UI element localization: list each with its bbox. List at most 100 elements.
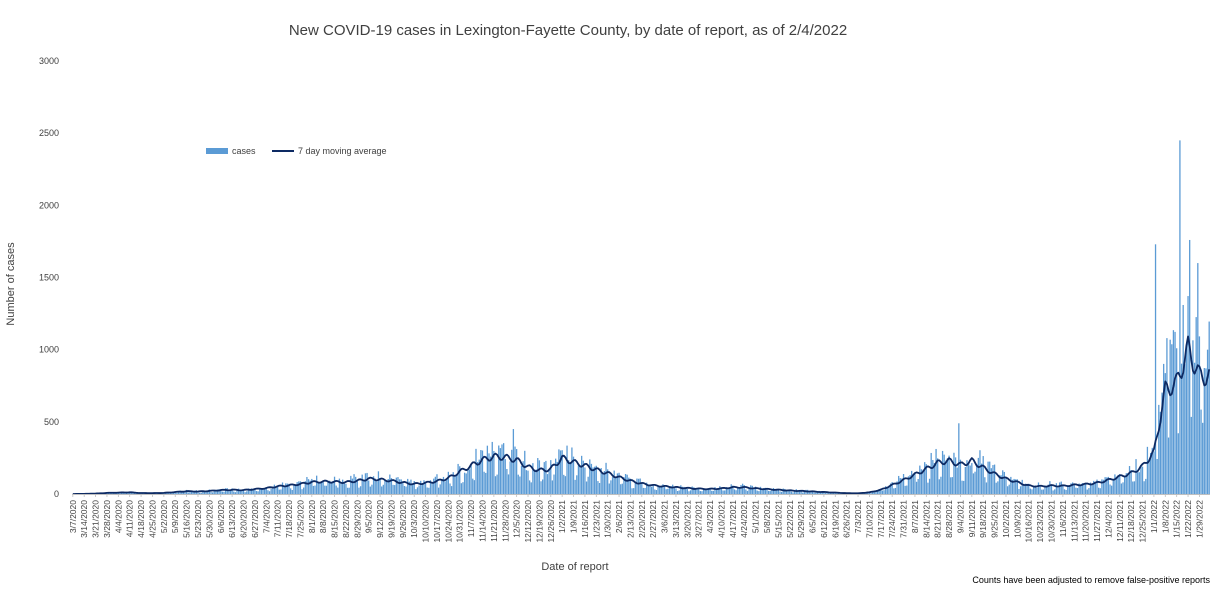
cases-bar — [728, 487, 731, 494]
cases-bar — [852, 493, 854, 494]
cases-bar — [1115, 476, 1118, 494]
cases-bar — [1119, 474, 1121, 494]
cases-bar — [1158, 404, 1160, 494]
cases-bar — [198, 492, 201, 494]
y-axis-label: Number of cases — [5, 242, 17, 326]
cases-bar — [142, 493, 144, 494]
cases-bar — [351, 478, 354, 494]
cases-bar — [244, 492, 246, 494]
cases-bar — [1109, 484, 1111, 494]
cases-bar — [819, 491, 822, 494]
cases-bar — [758, 491, 760, 494]
cases-bar — [465, 473, 467, 494]
cases-bar — [446, 479, 448, 494]
cases-bar — [101, 492, 103, 494]
cases-bar — [730, 484, 732, 494]
cases-bar — [885, 486, 887, 494]
cases-bar — [1127, 473, 1129, 494]
x-tick-label: 3/21/2020 — [91, 500, 101, 538]
cases-bar — [563, 474, 565, 494]
cases-bar — [187, 492, 189, 494]
cases-bar — [550, 460, 552, 494]
cases-bar — [1117, 474, 1119, 494]
cases-bar — [1080, 484, 1082, 494]
cases-bar — [969, 465, 971, 494]
cases-bar — [306, 476, 308, 494]
cases-bar — [719, 486, 721, 494]
cases-bar — [109, 493, 111, 494]
cases-bar — [732, 485, 734, 494]
cases-bar — [1124, 475, 1126, 494]
cases-bar — [846, 492, 848, 494]
cases-bar — [1036, 487, 1038, 494]
cases-bar — [654, 489, 656, 494]
cases-bar — [629, 478, 632, 494]
cases-bar — [1148, 459, 1150, 494]
cases-bar — [164, 493, 167, 494]
cases-bar — [1125, 473, 1127, 494]
cases-bar — [714, 487, 716, 494]
cases-bar — [657, 485, 659, 494]
x-tick-label: 8/15/2020 — [330, 500, 340, 538]
cases-bar — [667, 488, 669, 494]
cases-bar — [1071, 482, 1074, 494]
cases-bar — [860, 493, 862, 494]
cases-bar — [309, 480, 311, 494]
cases-bar — [613, 470, 615, 494]
x-tick-label: 6/5/2021 — [808, 500, 818, 533]
cases-bar — [346, 487, 349, 494]
cases-bar — [288, 483, 290, 494]
cases-bar — [594, 466, 596, 494]
cases-bar — [1013, 478, 1015, 494]
x-tick-label: 5/2/2020 — [159, 500, 169, 533]
cases-bar — [127, 492, 129, 494]
cases-bar — [659, 486, 661, 494]
cases-bar — [802, 492, 804, 494]
cases-bar — [384, 479, 386, 494]
cases-bar — [937, 458, 939, 494]
cases-bar — [733, 489, 736, 494]
cases-bar — [637, 478, 640, 494]
x-tick-label: 9/5/2020 — [364, 500, 374, 533]
x-tick-label: 9/12/2020 — [375, 500, 385, 538]
cases-bar — [1002, 470, 1004, 494]
cases-bar — [285, 483, 287, 494]
cases-bar — [919, 465, 921, 494]
cases-bar — [1143, 481, 1145, 494]
cases-bar — [901, 478, 903, 494]
cases-bar — [203, 490, 206, 494]
cases-bar — [1106, 477, 1108, 494]
cases-bar — [418, 485, 420, 494]
cases-bar — [777, 489, 780, 494]
cases-bar — [1179, 140, 1181, 494]
cases-bar — [525, 470, 528, 494]
x-tick-label: 5/1/2021 — [751, 500, 761, 533]
cases-bar — [340, 482, 342, 494]
cases-bar — [624, 473, 627, 494]
x-tick-label: 12/11/2021 — [1115, 500, 1125, 542]
cases-bar — [410, 479, 412, 494]
cases-bar — [329, 480, 331, 494]
cases-bar — [444, 481, 446, 494]
cases-bar — [267, 490, 269, 494]
cases-bar — [535, 469, 537, 494]
cases-bar — [972, 473, 975, 494]
cases-bars — [73, 140, 1210, 494]
cases-bar — [789, 489, 791, 494]
cases-bar — [660, 485, 662, 494]
cases-bar — [961, 480, 963, 494]
x-tick-label: 4/3/2021 — [705, 500, 715, 533]
cases-bar — [182, 491, 185, 494]
cases-bar — [793, 490, 796, 494]
cases-bar — [264, 488, 266, 494]
cases-bar — [691, 486, 693, 494]
cases-bar — [143, 493, 145, 494]
cases-bar — [963, 480, 965, 494]
cases-bar — [1015, 479, 1017, 494]
cases-bar — [218, 489, 220, 494]
x-tick-label: 12/19/2020 — [534, 500, 544, 543]
cases-bar — [920, 469, 923, 494]
cases-bar — [1169, 339, 1171, 494]
x-tick-label: 3/7/2020 — [68, 500, 78, 533]
cases-bar — [155, 493, 157, 494]
